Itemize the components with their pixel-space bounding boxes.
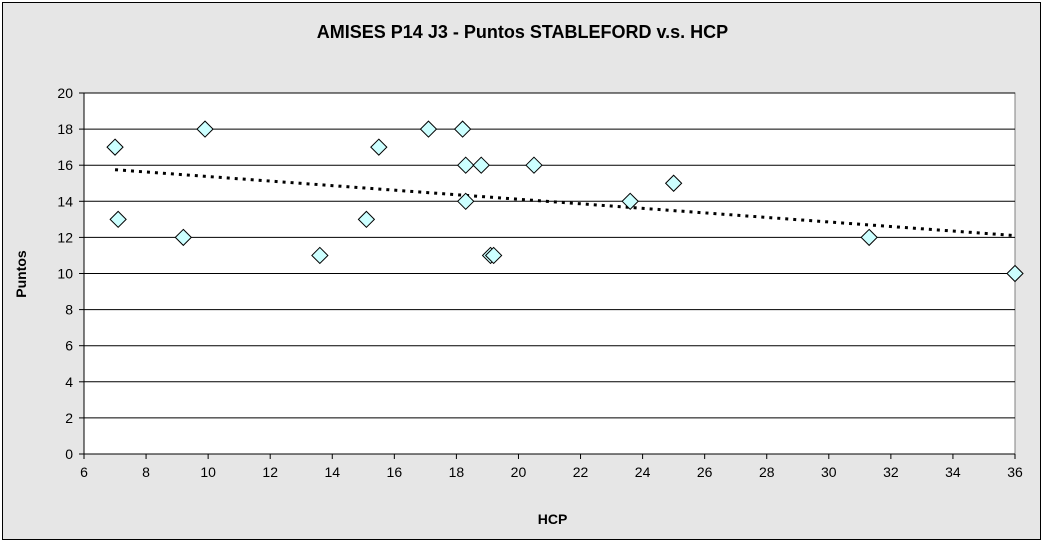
data-point xyxy=(370,138,388,156)
data-point xyxy=(174,228,193,247)
x-tick-label: 32 xyxy=(883,464,899,480)
data-point xyxy=(664,174,683,192)
x-tick-label: 20 xyxy=(511,464,527,480)
data-point xyxy=(484,246,503,265)
x-tick-label: 16 xyxy=(387,464,403,480)
y-tick-label: 14 xyxy=(57,193,73,209)
y-tick-label: 20 xyxy=(57,85,73,101)
x-tick-label: 26 xyxy=(697,464,713,480)
y-tick-label: 6 xyxy=(65,338,73,354)
y-tick-label: 2 xyxy=(65,410,73,426)
x-tick-label: 8 xyxy=(142,464,150,480)
x-tick-label: 34 xyxy=(945,464,961,480)
data-point xyxy=(457,156,475,174)
x-tick-label: 36 xyxy=(1007,464,1023,480)
x-tick-label: 18 xyxy=(449,464,465,480)
y-tick-label: 12 xyxy=(57,229,73,245)
y-tick-labels: 0 2 4 6 8 10 12 14 16 18 20 xyxy=(57,85,73,462)
x-axis-label: HCP xyxy=(537,511,568,527)
axes xyxy=(79,92,1016,459)
data-point xyxy=(106,138,124,156)
data-point xyxy=(311,246,329,265)
x-tick-label: 12 xyxy=(262,464,278,480)
gridlines xyxy=(84,92,1015,419)
data-point xyxy=(457,192,475,211)
data-point xyxy=(357,210,376,229)
y-tick-label: 8 xyxy=(65,302,73,318)
data-point xyxy=(525,156,543,174)
x-tick-label: 14 xyxy=(324,464,340,480)
y-tick-label: 4 xyxy=(65,374,73,390)
x-tick-label: 10 xyxy=(200,464,216,480)
data-point xyxy=(621,192,639,211)
x-tick-label: 24 xyxy=(635,464,651,480)
data-point xyxy=(860,228,878,247)
y-tick-label: 0 xyxy=(65,446,73,462)
x-tick-label: 28 xyxy=(759,464,775,480)
y-tick-label: 10 xyxy=(57,266,73,282)
data-point xyxy=(196,120,214,138)
y-tick-label: 16 xyxy=(57,157,73,173)
data-point xyxy=(419,120,438,138)
data-point xyxy=(109,210,127,229)
data-point xyxy=(453,120,472,138)
data-point xyxy=(1006,264,1024,283)
x-tick-labels: 6 8 10 12 14 16 18 20 22 24 26 28 30 32 34 36 xyxy=(80,464,1023,480)
x-tick-label: 6 xyxy=(80,464,88,480)
x-tick-label: 30 xyxy=(821,464,837,480)
y-tick-label: 18 xyxy=(57,121,73,137)
data-point xyxy=(472,156,490,174)
chart-title: AMISES P14 J3 - Puntos STABLEFORD v.s. H… xyxy=(316,22,729,42)
x-tick-label: 22 xyxy=(573,464,589,480)
data-points xyxy=(106,120,1024,283)
